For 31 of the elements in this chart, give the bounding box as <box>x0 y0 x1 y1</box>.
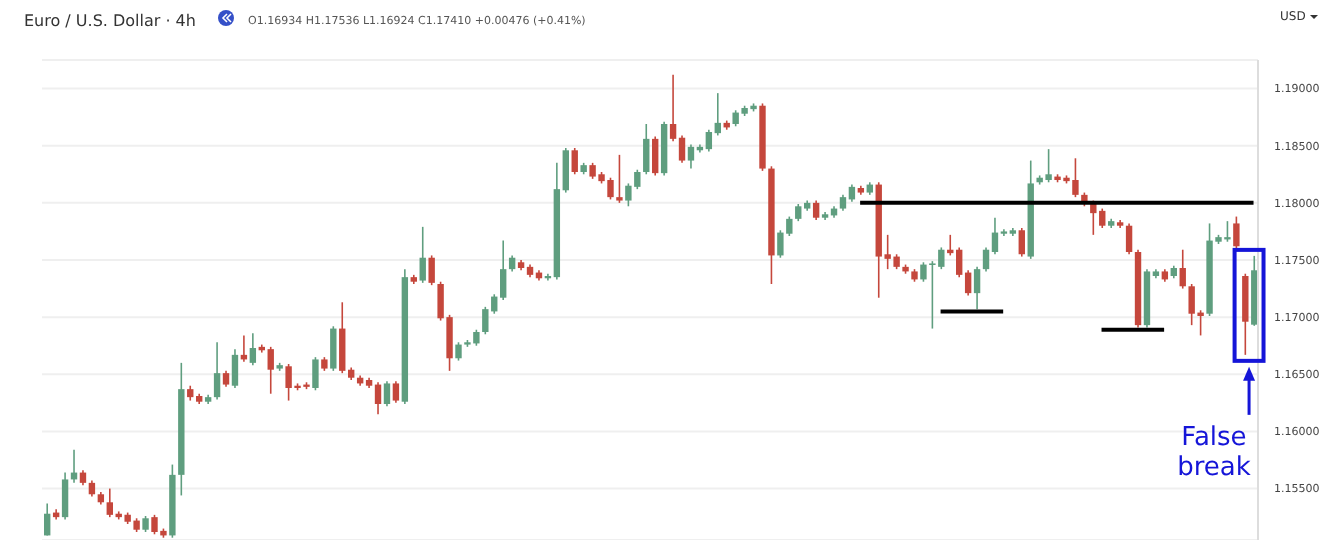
candlestick <box>652 135 659 177</box>
candlestick <box>920 261 927 283</box>
candlestick <box>213 341 221 401</box>
candlestick <box>643 123 650 176</box>
chart-title: Euro / U.S. Dollar · 4h <box>24 12 196 30</box>
candlestick <box>1125 222 1133 256</box>
annotation: False break <box>1177 422 1252 483</box>
candlestick <box>392 380 400 404</box>
candlestick <box>383 380 391 408</box>
candlestick <box>687 143 695 170</box>
candlestick <box>267 346 274 395</box>
candlestick <box>1018 227 1025 258</box>
candlestick <box>571 147 578 176</box>
candlestick <box>339 301 346 374</box>
candlestick <box>812 199 820 221</box>
candlestick <box>374 381 382 416</box>
candlestick <box>973 266 981 310</box>
candlestick <box>44 502 51 537</box>
candlestick <box>1233 215 1240 250</box>
candlestick <box>61 471 69 521</box>
candlestick <box>419 226 426 284</box>
candlestick <box>231 348 239 389</box>
candlestick <box>1179 248 1186 290</box>
candlestick <box>616 154 623 204</box>
candlestick <box>249 332 257 366</box>
candlestick <box>705 128 713 153</box>
candlestick <box>428 254 435 286</box>
candlestick <box>312 356 319 392</box>
candlestick <box>330 325 337 372</box>
candlestick <box>455 341 462 362</box>
candlestick <box>1242 272 1249 356</box>
